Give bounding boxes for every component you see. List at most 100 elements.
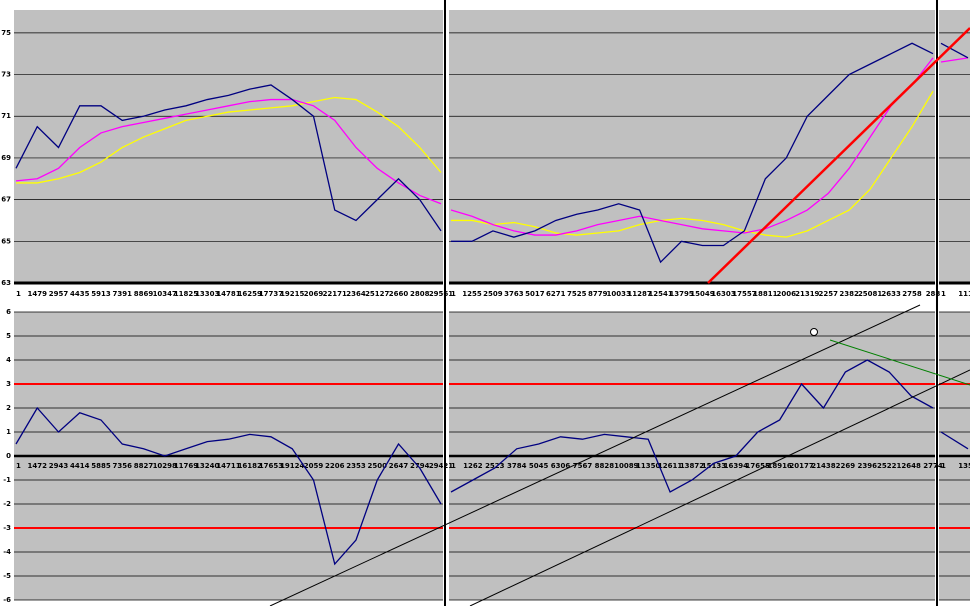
x-tick-label: 14781 (216, 290, 240, 298)
x-tick-label: 1359 (958, 462, 970, 470)
x-tick-label: 17737 (259, 290, 283, 298)
x-tick-label: 2648 (901, 462, 921, 470)
panels (14, 0, 970, 606)
panel (14, 10, 443, 283)
y-tick-label: 71 (1, 112, 11, 120)
x-tick-label: 1111 (958, 290, 970, 298)
x-tick-label: 2257 (818, 290, 838, 298)
channel-line (269, 304, 921, 606)
x-tick-label: 16303 (711, 290, 735, 298)
x-tick-label: 16394 (724, 462, 748, 470)
x-tick-label: 1472 (28, 462, 48, 470)
x-tick-label: 5913 (91, 290, 111, 298)
x-tick-label: 2808 (410, 290, 430, 298)
y-tick-label: -2 (3, 500, 11, 508)
x-tick-label: 1479 (28, 290, 48, 298)
x-tick-label: 1262 (463, 462, 483, 470)
series-line (940, 42, 969, 59)
y-tick-label: 5 (6, 332, 11, 340)
annotations (269, 27, 970, 606)
x-tick-label: 7525 (567, 290, 587, 298)
series-line (940, 57, 969, 63)
x-tick-label: 7567 (573, 462, 593, 470)
x-tick-label: 29561 (429, 290, 453, 298)
x-tick-label: 4435 (70, 290, 90, 298)
y-tick-label: 65 (1, 237, 11, 245)
x-tick-label: 4414 (70, 462, 90, 470)
x-tick-label: 13872 (680, 462, 704, 470)
x-tick-label: 8828 (595, 462, 615, 470)
y-tick-label: -1 (3, 476, 11, 484)
x-tick-label: 10298 (153, 462, 177, 470)
y-tick-label: 2 (6, 404, 11, 412)
x-tick-label: 1 (451, 462, 456, 470)
series-line (451, 90, 934, 238)
y-tick-label: -3 (3, 524, 11, 532)
x-tick-label: 17655 (746, 462, 770, 470)
x-tick-label: 8827 (134, 462, 154, 470)
resistance-line (829, 339, 970, 386)
series-line (450, 57, 934, 236)
x-tick-label: 1255 (462, 290, 482, 298)
x-tick-label: 2269 (836, 462, 856, 470)
x-tick-label: 2794 (410, 462, 430, 470)
x-tick-label: 18916 (767, 462, 791, 470)
x-tick-label: 10347 (153, 290, 177, 298)
x-tick-label: 2069 (304, 290, 324, 298)
x-tick-label: 1 (451, 290, 456, 298)
y-tick-label: 4 (6, 356, 11, 364)
x-tick-label: 13795 (669, 290, 693, 298)
x-tick-label: 13303 (195, 290, 219, 298)
x-tick-label: 17557 (732, 290, 756, 298)
x-tick-label: 14711 (216, 462, 240, 470)
series-line (16, 96, 442, 184)
x-tick-label: 2957 (49, 290, 69, 298)
x-tick-label: 2758 (902, 290, 922, 298)
x-tick-label: 25221 (877, 462, 901, 470)
y-tick-label: 75 (1, 29, 11, 37)
x-tick-label: 2500 (368, 462, 388, 470)
x-tick-label: 1 (16, 290, 21, 298)
x-tick-label: 16259 (238, 290, 262, 298)
x-tick-label: 22171 (323, 290, 347, 298)
y-tick-label: 63 (1, 279, 11, 287)
x-tick-label: 17653 (259, 462, 283, 470)
y-tick-label: -5 (3, 572, 11, 580)
x-tick-label: 5045 (529, 462, 549, 470)
series-line (450, 359, 934, 493)
x-tick-label: 1 (941, 462, 946, 470)
x-tick-label: 13240 (195, 462, 219, 470)
anchor-point (810, 328, 818, 336)
x-tick-label: 16182 (238, 462, 262, 470)
x-tick-label: 5885 (91, 462, 111, 470)
x-tick-label: 2523 (485, 462, 505, 470)
x-tick-label: 11287 (627, 290, 651, 298)
x-tick-label: 2382 (839, 290, 859, 298)
x-tick-label: 18811 (753, 290, 777, 298)
series-line (15, 406, 442, 566)
x-tick-label: 7391 (113, 290, 133, 298)
trend-line (707, 27, 970, 284)
y-tick-label: 0 (6, 452, 11, 460)
x-tick-label: 15049 (690, 290, 714, 298)
panel (449, 10, 935, 283)
x-tick-label: 3784 (507, 462, 527, 470)
x-tick-label: 1 (941, 290, 946, 298)
y-tick-label: -4 (3, 548, 11, 556)
x-tick-label: 15133 (702, 462, 726, 470)
x-tick-label: 2364 (346, 290, 366, 298)
x-tick-label: 8869 (134, 290, 154, 298)
x-tick-label: 29421 (429, 462, 453, 470)
x-tick-label: 19124 (280, 462, 304, 470)
series-line (15, 98, 442, 205)
x-tick-label: 2206 (325, 462, 345, 470)
x-tick-label: 21438 (811, 462, 835, 470)
x-tick-label: 8779 (588, 290, 608, 298)
x-tick-label: 2509 (483, 290, 503, 298)
y-tick-label: 3 (6, 380, 11, 388)
x-tick-label: 2633 (881, 290, 901, 298)
x-tick-label: 11769 (174, 462, 198, 470)
x-tick-label: 2353 (346, 462, 366, 470)
